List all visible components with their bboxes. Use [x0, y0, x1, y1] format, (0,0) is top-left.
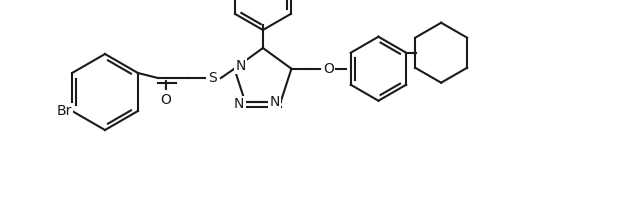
Text: N: N [269, 95, 280, 109]
Text: Br: Br [56, 104, 72, 118]
Text: N: N [234, 97, 245, 111]
Text: S: S [208, 71, 217, 85]
Text: O: O [160, 93, 172, 107]
Text: O: O [323, 62, 334, 76]
Text: N: N [235, 59, 245, 73]
